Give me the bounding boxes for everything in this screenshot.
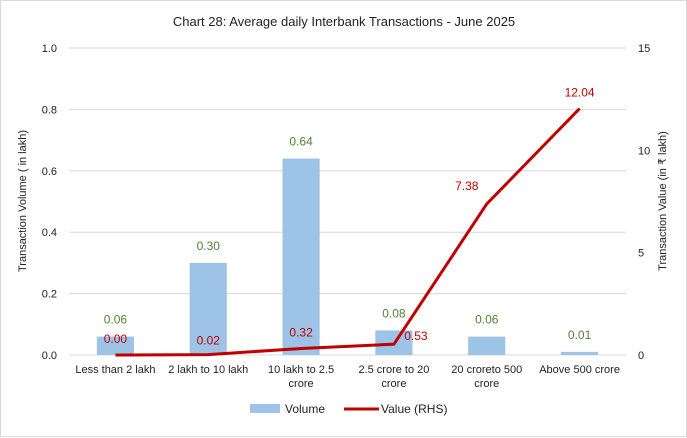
bar-data-label: 0.08 bbox=[382, 306, 406, 320]
x-tick-label: 2 lakh to 10 lakh bbox=[168, 364, 248, 376]
bar-data-label: 0.30 bbox=[197, 239, 221, 253]
x-tick-label: 10 lakh to 2.5 bbox=[268, 364, 334, 376]
x-tick-label: 20 croreto 500 bbox=[451, 364, 522, 376]
y-tick-label: 0.0 bbox=[42, 350, 57, 362]
y2-tick-label: 5 bbox=[638, 248, 644, 260]
line-data-label: 0.32 bbox=[289, 325, 313, 339]
y2-axis-label: Transaction Value (in ₹ lakh) bbox=[657, 131, 669, 271]
x-tick-label: crore bbox=[381, 378, 406, 390]
legend-swatch-volume bbox=[250, 404, 280, 413]
y2-tick-label: 15 bbox=[638, 43, 650, 55]
y-axis-label: Transaction Volume ( in lakh) bbox=[17, 130, 29, 272]
y-tick-label: 0.2 bbox=[42, 289, 57, 301]
line-data-label: 0.02 bbox=[197, 334, 221, 348]
bar-data-label: 0.64 bbox=[289, 135, 313, 149]
bar-volume bbox=[468, 337, 505, 355]
x-tick-label: crore bbox=[289, 378, 314, 390]
y2-tick-label: 0 bbox=[638, 350, 644, 362]
x-tick-label: Above 500 crore bbox=[539, 364, 620, 376]
chart-title: Chart 28: Average daily Interbank Transa… bbox=[173, 14, 515, 29]
line-data-label: 0.00 bbox=[104, 332, 128, 346]
line-data-label: 12.04 bbox=[565, 86, 595, 100]
legend-label-value: Value (RHS) bbox=[381, 402, 447, 416]
y-tick-label: 0.8 bbox=[42, 104, 57, 116]
x-tick-label: 2.5 crore to 20 bbox=[358, 364, 429, 376]
y-tick-label: 1.0 bbox=[42, 43, 57, 55]
bar-data-label: 0.06 bbox=[475, 313, 499, 327]
y2-tick-label: 10 bbox=[638, 145, 650, 157]
bar-data-label: 0.06 bbox=[104, 313, 128, 327]
x-tick-label: Less than 2 lakh bbox=[75, 364, 155, 376]
x-tick-label: crore bbox=[474, 378, 499, 390]
bar-volume bbox=[561, 352, 598, 355]
y-tick-label: 0.6 bbox=[42, 166, 57, 178]
legend-label-volume: Volume bbox=[285, 402, 325, 416]
line-data-label: 0.53 bbox=[404, 329, 428, 343]
line-data-label: 7.38 bbox=[455, 179, 479, 193]
y-tick-label: 0.4 bbox=[42, 227, 57, 239]
bar-data-label: 0.01 bbox=[568, 328, 592, 342]
